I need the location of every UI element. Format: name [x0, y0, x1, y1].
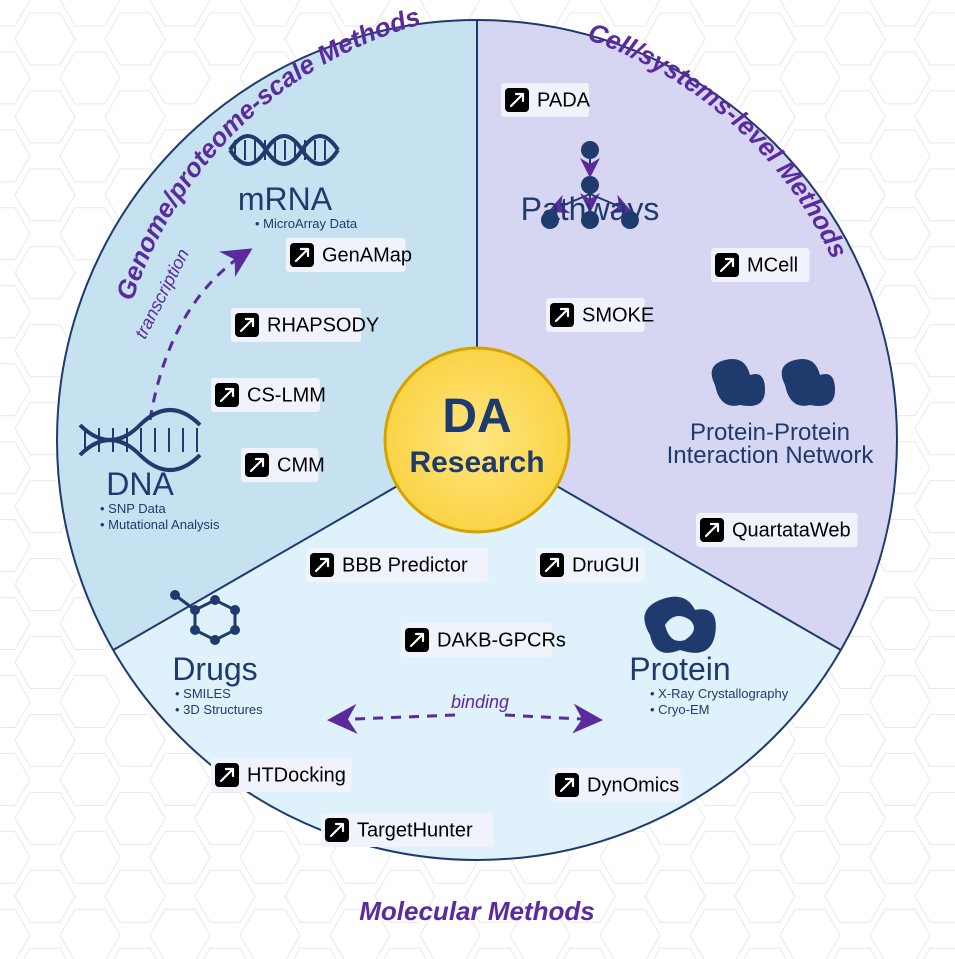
drugs-title: Drugs	[172, 651, 257, 687]
hub-title-1: DA	[442, 390, 511, 443]
tool-quartataweb[interactable]: QuartataWeb	[696, 513, 858, 547]
ppi-title: Interaction Network	[667, 442, 875, 469]
tool-mcell[interactable]: MCell	[711, 248, 810, 282]
tool-label: GenAMap	[322, 244, 412, 266]
tool-drugui[interactable]: DruGUI	[536, 548, 645, 582]
pathways-icon	[581, 141, 599, 159]
tool-pada[interactable]: PADA	[501, 83, 591, 117]
drugs-bullet: • 3D Structures	[175, 702, 263, 717]
tool-dakb-gpcrs[interactable]: DAKB-GPCRs	[401, 623, 566, 657]
tool-label: PADA	[537, 89, 591, 111]
tool-label: DruGUI	[572, 554, 640, 576]
mrna-title: mRNA	[238, 181, 333, 217]
tool-label: CMM	[277, 454, 325, 476]
tool-cs-lmm[interactable]: CS-LMM	[211, 378, 326, 412]
protein-bullet: • Cryo-EM	[650, 702, 709, 717]
tool-htdocking[interactable]: HTDocking	[211, 758, 352, 792]
protein-bullet: • X-Ray Crystallography	[650, 686, 789, 701]
tool-label: CS-LMM	[247, 384, 326, 406]
mrna-bullet: • MicroArray Data	[255, 216, 358, 231]
tool-label: RHAPSODY	[267, 314, 379, 336]
tool-label: DynOmics	[587, 774, 679, 796]
drugs-bullet: • SMILES	[175, 686, 231, 701]
section-label-molecular: Molecular Methods	[359, 896, 594, 926]
tool-label: BBB Predictor	[342, 554, 468, 576]
tool-label: DAKB-GPCRs	[437, 629, 566, 651]
dna-bullet: • Mutational Analysis	[100, 517, 220, 532]
dna-title: DNA	[106, 466, 174, 502]
diagram-canvas: Genome/proteome-scale Methods Cell/syste…	[0, 0, 955, 959]
protein-title: Protein	[629, 651, 730, 687]
tool-targethunter[interactable]: TargetHunter	[321, 813, 493, 847]
tool-smoke[interactable]: SMOKE	[546, 298, 654, 332]
tool-label: MCell	[747, 254, 798, 276]
tool-cmm[interactable]: CMM	[241, 448, 325, 482]
tool-label: HTDocking	[247, 764, 346, 786]
tool-bbb-predictor[interactable]: BBB Predictor	[306, 548, 489, 582]
tool-dynomics[interactable]: DynOmics	[551, 768, 681, 802]
dna-bullet: • SNP Data	[100, 501, 167, 516]
tool-label: SMOKE	[582, 304, 654, 326]
tool-label: QuartataWeb	[732, 519, 851, 541]
tool-rhapsody[interactable]: RHAPSODY	[231, 308, 379, 342]
binding-label: binding	[451, 692, 509, 712]
tool-label: TargetHunter	[357, 819, 473, 841]
pathways-title: Pathways	[521, 191, 660, 227]
tool-genamap[interactable]: GenAMap	[286, 238, 412, 272]
hub-title-2: Research	[409, 446, 544, 479]
center-hub: DAResearch	[385, 348, 569, 532]
